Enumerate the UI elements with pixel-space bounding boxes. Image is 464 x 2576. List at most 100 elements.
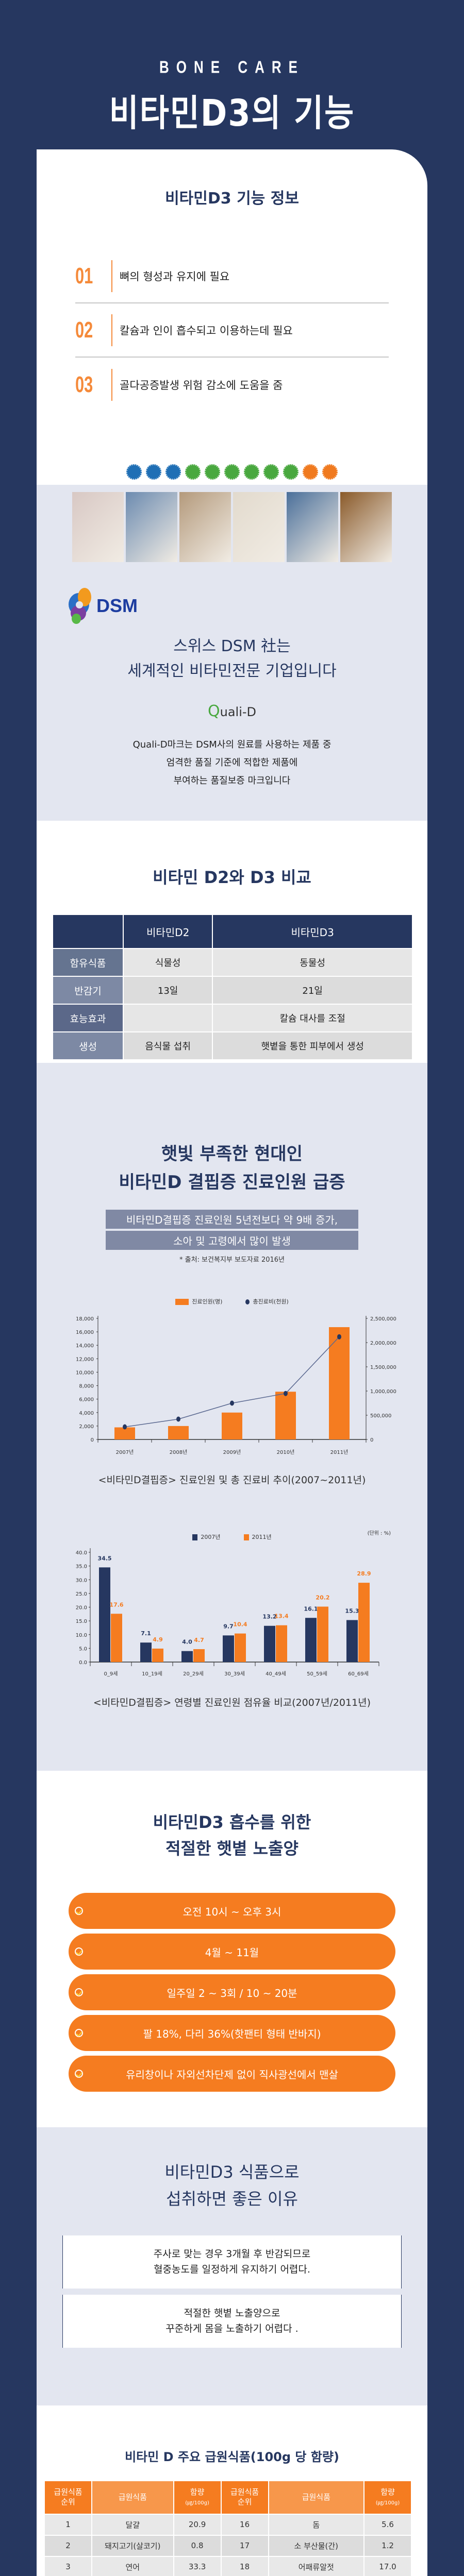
svg-text:10,000: 10,000 xyxy=(76,1370,94,1376)
function-text: 칼슘과 인이 흡수되고 이용하는데 필요 xyxy=(120,324,293,337)
function-divider xyxy=(111,314,112,346)
reasons-section: 비타민D3 식품으로 섭취하면 좋은 이유 주사로 맞는 경우 3개월 후 반감… xyxy=(37,2127,427,2405)
svg-text:14,000: 14,000 xyxy=(76,1343,94,1349)
deficiency-title-1: 햇빛 부족한 현대인 xyxy=(161,1144,303,1165)
deficiency-title-2: 비타민D 결핍증 진료인원 급증 xyxy=(119,1172,345,1193)
compare-header-d2: 비타민D2 xyxy=(124,915,212,948)
check-circle-icon xyxy=(75,2029,83,2038)
pregnancy-icon xyxy=(185,464,201,480)
dsm-logo-text: DSM xyxy=(96,595,138,616)
col-amount-2: 함량 (㎍/100g) xyxy=(364,2481,411,2514)
compare-d3-cell: 동물성 xyxy=(213,949,412,976)
chart1-legend: 진료인원(명) 총진료비(천원) xyxy=(62,1297,402,1306)
col-rank-1: 급원식품 순위 xyxy=(45,2481,91,2514)
svg-text:13.4: 13.4 xyxy=(274,1613,288,1620)
reasons-title-1: 비타민D3 식품으로 xyxy=(164,2162,300,2182)
compare-row: 함유식품 식물성 동물성 xyxy=(53,949,412,976)
tree-icon xyxy=(283,464,299,480)
svg-text:15.3: 15.3 xyxy=(345,1608,359,1615)
compare-title: 비타민 D2와 D3 비교 xyxy=(153,868,311,888)
compare-header-empty xyxy=(53,915,123,948)
sunlight-title-2: 적절한 햇볕 노출양 xyxy=(165,1839,299,1859)
functions-title: 비타민D3 기능 정보 xyxy=(165,190,299,208)
patients-cost-chart: 진료인원(명) 총진료비(천원) 0 2,000 4,000 6,000 8,000 10… xyxy=(62,1297,402,1486)
svg-text:13.2: 13.2 xyxy=(262,1614,276,1620)
dsm-headline-2: 세계적인 비타민전문 기업입니다 xyxy=(127,662,337,680)
page-title: 비타민D3의 기능 xyxy=(109,91,355,135)
svg-text:2,000: 2,000 xyxy=(79,1424,94,1430)
function-item: 02 칼슘과 인이 흡수되고 이용하는데 필요 xyxy=(75,303,389,358)
function-number: 02 xyxy=(75,317,93,343)
food-cell: 연어 xyxy=(92,2556,173,2576)
compare-row-label: 반감기 xyxy=(53,977,123,1004)
dsm-desc-2: 엄격한 품질 기준에 적합한 제품에 xyxy=(166,757,298,769)
food-cell: 돔 xyxy=(269,2514,363,2535)
photo-6 xyxy=(340,492,392,562)
dsm-desc-3: 부여하는 품질보증 마크입니다 xyxy=(173,775,291,787)
col-rank-2: 급원식품 순위 xyxy=(221,2481,268,2514)
svg-text:7.1: 7.1 xyxy=(141,1630,151,1637)
compare-d2-cell: 음식물 섭취 xyxy=(124,1032,212,1060)
dsm-logo-mark-icon xyxy=(67,588,93,624)
amount-cell: 20.9 xyxy=(174,2514,221,2535)
svg-text:0.0: 0.0 xyxy=(79,1660,87,1666)
deficiency-section: 햇빛 부족한 현대인 비타민D 결핍증 진료인원 급증 비타민D결핍증 진료인원… xyxy=(37,1086,427,1771)
functions-section: 비타민D3 기능 정보 01 뼈의 형성과 유지에 필요 02 칼슘과 인이 흡수되고… xyxy=(37,149,427,453)
svg-text:6,000: 6,000 xyxy=(79,1397,94,1403)
svg-text:4.7: 4.7 xyxy=(194,1637,204,1643)
svg-text:15.0: 15.0 xyxy=(76,1619,87,1624)
eye-icon xyxy=(146,464,161,480)
svg-text:8,000: 8,000 xyxy=(79,1384,94,1389)
sunlight-item: 팔 18%, 다리 36%(핫팬티 형태 반바지) xyxy=(69,2015,395,2052)
food-cell: 어패류알젓 xyxy=(269,2556,363,2576)
function-number: 03 xyxy=(75,371,93,397)
chart2-unit-label: (단위 : %) xyxy=(367,1531,391,1537)
chart1-plot: 0 2,000 4,000 6,000 8,000 10,000 12,000 14,000 1… xyxy=(76,1316,396,1455)
content-card: 비타민D3 기능 정보 01 뼈의 형성과 유지에 필요 02 칼슘과 인이 흡수되고… xyxy=(37,149,427,2576)
male-icon xyxy=(244,464,259,480)
sunlight-item: 4월 ~ 11월 xyxy=(69,1934,395,1970)
col-food-2: 급원식품 xyxy=(269,2481,363,2514)
compare-row-label: 생성 xyxy=(53,1032,123,1060)
food-sources-section: 비타민 D 주요 급원식품(100g 당 함량) 급원식품 순위 급원식품 함량(… xyxy=(37,2405,427,2576)
check-circle-icon xyxy=(75,2070,83,2078)
svg-text:28.9: 28.9 xyxy=(357,1570,371,1577)
photo-2 xyxy=(126,492,177,562)
svg-text:16.1: 16.1 xyxy=(304,1605,318,1612)
sunlight-title-1: 비타민D3 흡수를 위한 xyxy=(153,1812,311,1833)
food-row: 3 연어 33.3 18 어패류알젓 17.0 xyxy=(45,2556,411,2576)
legend-2007-swatch-icon xyxy=(192,1534,198,1541)
svg-text:2009년: 2009년 xyxy=(223,1449,241,1455)
sunlight-item-text: 일주일 2 ~ 3회 / 10 ~ 20분 xyxy=(167,1987,297,1999)
food-table: 급원식품 순위 급원식품 함량 (㎍/100g) 급원식품 순위 급원식품 함량 (㎍/… xyxy=(44,2480,412,2576)
sunlight-item: 오전 10시 ~ 오후 3시 xyxy=(69,1893,395,1929)
elderly-icon xyxy=(263,464,279,480)
svg-text:34.5: 34.5 xyxy=(97,1555,111,1562)
dsm-desc-1: Quali-D마크는 DSM사의 원료를 사용하는 제품 중 xyxy=(132,739,332,750)
food-row: 1 달걀 20.9 16 돔 5.6 xyxy=(45,2514,411,2535)
svg-text:12,000: 12,000 xyxy=(76,1357,94,1362)
svg-text:2010년: 2010년 xyxy=(277,1449,295,1455)
svg-text:4.0: 4.0 xyxy=(182,1639,192,1646)
rank-cell: 18 xyxy=(221,2556,268,2576)
compare-d2-cell: 식물성 xyxy=(124,949,212,976)
svg-text:0_9세: 0_9세 xyxy=(104,1671,118,1677)
compare-header-d3: 비타민D3 xyxy=(213,915,412,948)
deficiency-source: * 출처: 보건복지부 보도자료 2016년 xyxy=(179,1256,285,1264)
check-circle-icon xyxy=(75,1907,83,1916)
compare-row: 반감기 13일 21일 xyxy=(53,977,412,1004)
svg-text:2011년: 2011년 xyxy=(330,1449,349,1455)
gut-icon xyxy=(165,464,181,480)
rank-cell: 16 xyxy=(221,2514,268,2535)
beauty-icon xyxy=(303,464,318,480)
svg-text:40_49세: 40_49세 xyxy=(266,1671,286,1677)
sunlight-item-text: 4월 ~ 11월 xyxy=(205,1946,259,1959)
benefit-icons-row xyxy=(37,453,427,485)
photo-1 xyxy=(72,492,124,562)
function-item: 01 뼈의 형성과 유지에 필요 xyxy=(75,249,389,303)
compare-row-label: 함유식품 xyxy=(53,949,123,976)
amount-cell: 33.3 xyxy=(174,2556,221,2576)
svg-text:20_29세: 20_29세 xyxy=(183,1671,204,1677)
svg-text:2008년: 2008년 xyxy=(170,1449,188,1455)
dsm-headline-1: 스위스 DSM 社는 xyxy=(173,637,291,655)
